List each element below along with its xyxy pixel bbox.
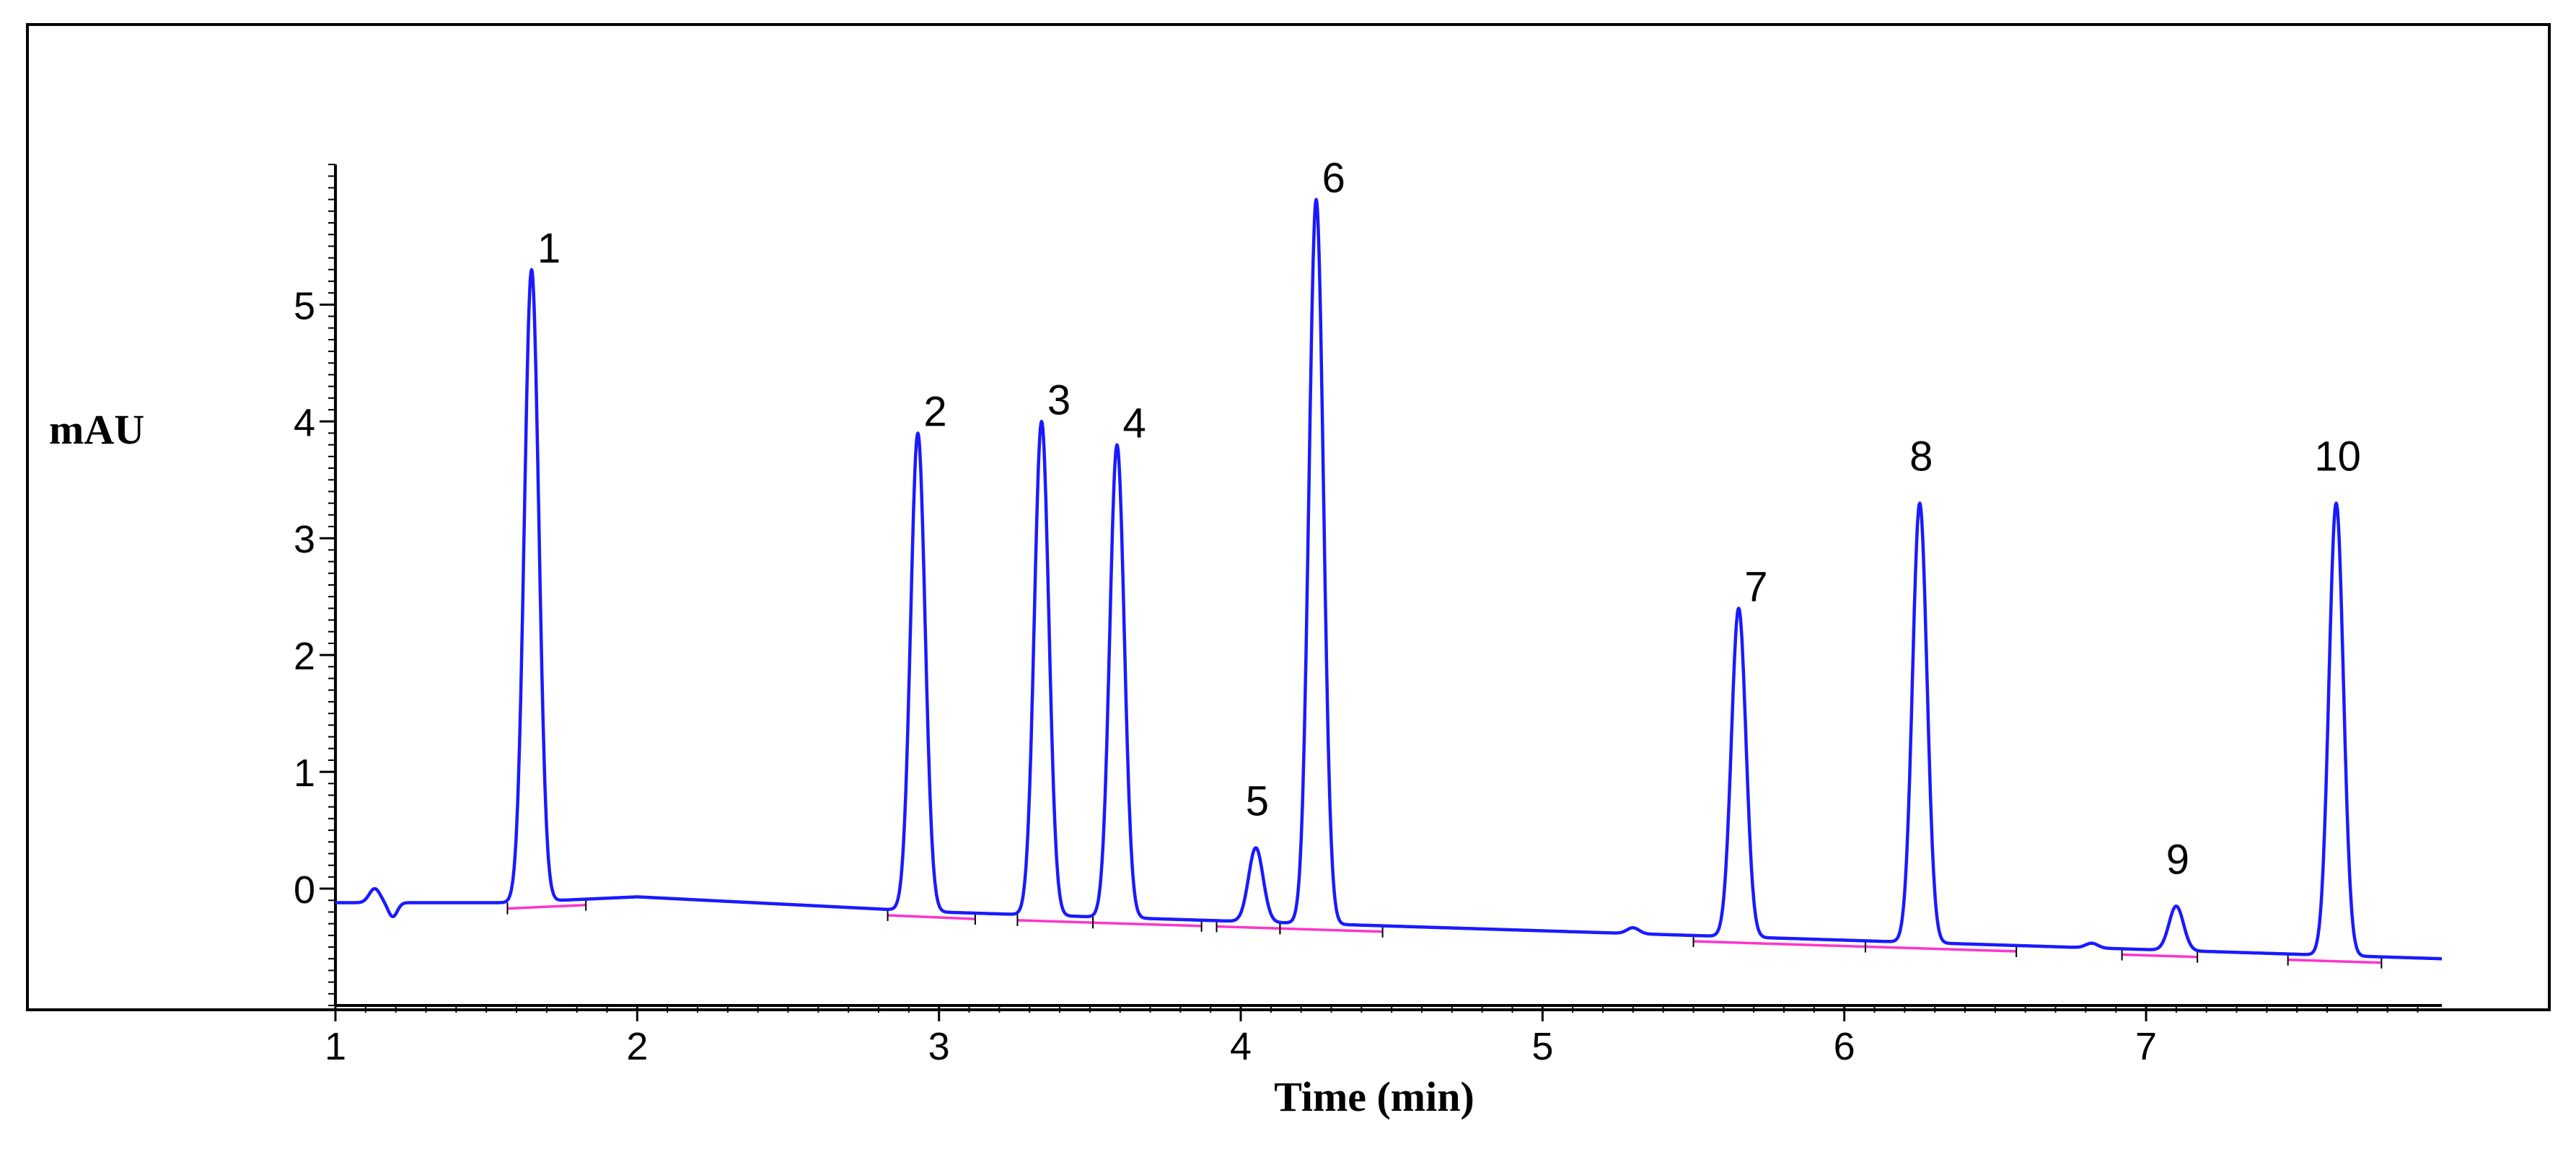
y-tick-label: 3 — [294, 518, 315, 561]
figure-frame — [26, 23, 2551, 1011]
x-axis-major-ticks: 1 2 3 4 5 6 7 — [325, 1005, 2157, 1068]
peak-label-8: 8 — [1909, 433, 1933, 480]
baseline-segment — [1216, 925, 1280, 930]
baseline-segment — [507, 903, 586, 910]
x-tick-label: 2 — [626, 1025, 648, 1068]
x-tick-label: 6 — [1834, 1025, 1855, 1068]
peak-label-5: 5 — [1246, 778, 1269, 824]
peak-label-10: 10 — [2314, 433, 2361, 480]
baseline-segment — [1280, 927, 1383, 933]
y-tick-label: 2 — [294, 635, 315, 678]
peak-baselines — [506, 899, 2383, 969]
baseline-segment — [1865, 945, 2017, 953]
peak-label-2: 2 — [923, 388, 946, 435]
y-tick-label: 1 — [294, 752, 315, 795]
peak-label-3: 3 — [1047, 377, 1071, 423]
x-tick-label: 4 — [1230, 1025, 1252, 1068]
y-tick-label: 0 — [294, 868, 315, 912]
x-tick-label: 1 — [325, 1025, 346, 1068]
x-axis-title: Time (min) — [1274, 1073, 1474, 1120]
y-axis-title: mAU — [49, 406, 144, 453]
baseline-segment — [1092, 921, 1202, 928]
peak-label-6: 6 — [1322, 155, 1345, 202]
peak-label-1: 1 — [537, 225, 561, 272]
peak-label-9: 9 — [2166, 836, 2189, 883]
peak-label-7: 7 — [1744, 563, 1767, 610]
baseline-segment — [2122, 953, 2198, 959]
peak-label-4: 4 — [1122, 400, 1146, 447]
y-axis-major-ticks: 0 1 2 3 4 5 — [294, 284, 335, 912]
peak-labels: 1 2 3 4 5 6 7 8 9 10 — [537, 155, 2361, 884]
x-axis-minor-ticks — [364, 1005, 2419, 1013]
x-tick-label: 7 — [2135, 1025, 2157, 1068]
baseline-segment — [1693, 940, 1866, 948]
baseline-segment — [2287, 958, 2382, 964]
x-tick-label: 5 — [1531, 1025, 1553, 1068]
chromatogram-trace — [334, 198, 2443, 961]
y-tick-label: 5 — [294, 284, 315, 327]
baseline-segment — [887, 914, 975, 920]
baseline-segment — [1017, 919, 1094, 924]
x-tick-label: 3 — [928, 1025, 950, 1068]
y-tick-label: 4 — [294, 401, 315, 444]
